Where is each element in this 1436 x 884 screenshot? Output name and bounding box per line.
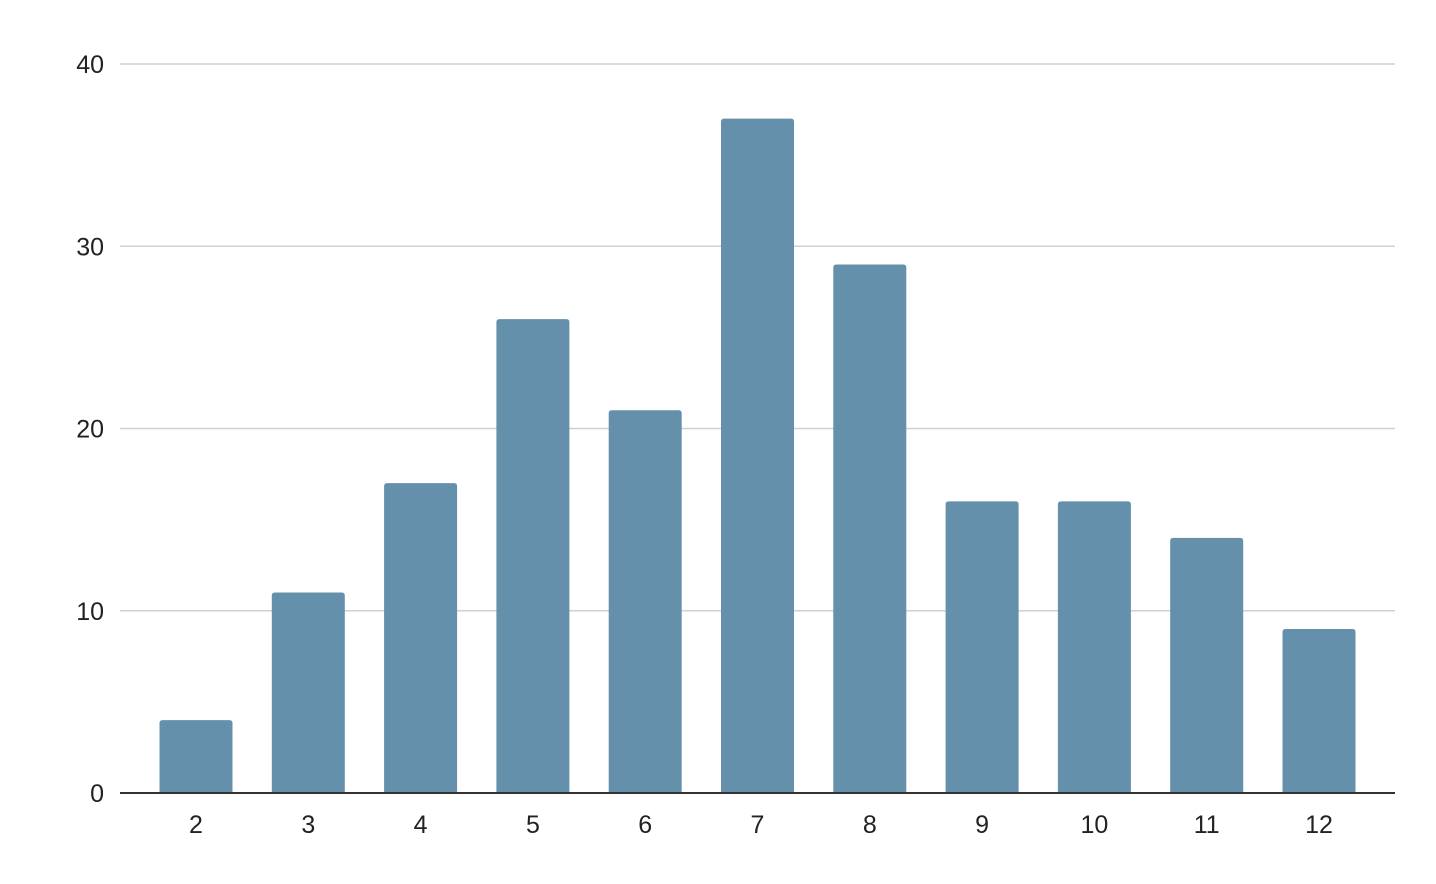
bar [1057, 501, 1131, 793]
y-tick-label: 10 [76, 598, 104, 626]
x-tick-label: 3 [301, 811, 315, 839]
x-tick-label: 2 [189, 811, 203, 839]
x-tick-label: 8 [863, 811, 877, 839]
x-tick-label: 6 [638, 811, 652, 839]
x-tick-label: 9 [975, 811, 989, 839]
bar [496, 319, 570, 793]
y-tick-label: 20 [76, 416, 104, 444]
x-tick-label: 11 [1194, 811, 1220, 839]
x-tick-label: 4 [414, 811, 428, 839]
bar [159, 720, 233, 793]
bar [608, 410, 682, 793]
y-tick-label: 30 [76, 233, 104, 261]
y-tick-label: 0 [90, 780, 104, 808]
x-tick-label: 12 [1305, 811, 1333, 839]
x-tick-label: 10 [1080, 811, 1108, 839]
bar [271, 592, 345, 793]
x-tick-label: 7 [751, 811, 765, 839]
bar [1282, 628, 1356, 793]
bar [384, 483, 458, 793]
y-tick-label: 40 [76, 51, 104, 79]
x-tick-label: 5 [526, 811, 540, 839]
bar [1170, 537, 1244, 793]
bar [833, 264, 907, 794]
bar [721, 118, 794, 794]
bar [945, 501, 1019, 793]
